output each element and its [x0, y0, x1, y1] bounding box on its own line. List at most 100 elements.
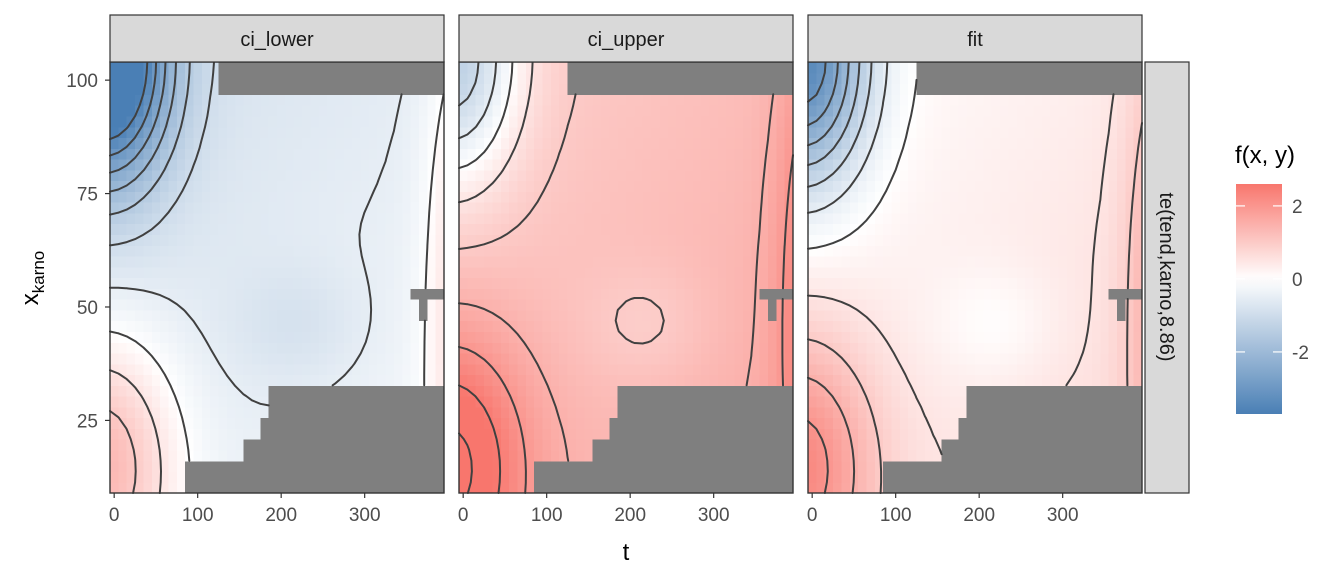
heatmap-cell	[1008, 191, 1018, 203]
heatmap-cell	[883, 309, 893, 322]
heatmap-cell	[218, 158, 228, 171]
missing-cell	[260, 83, 270, 95]
heatmap-cell	[318, 191, 328, 203]
heatmap-cell	[459, 449, 468, 462]
missing-cell	[410, 385, 420, 397]
missing-cell	[1050, 439, 1060, 451]
missing-cell	[1108, 83, 1118, 95]
heatmap-cell	[110, 385, 119, 397]
heatmap-cell	[293, 266, 303, 279]
missing-cell	[626, 439, 635, 451]
heatmap-cell	[767, 202, 777, 214]
contour-line	[458, 93, 665, 345]
heatmap-cell	[293, 288, 303, 300]
heatmap-cell	[600, 169, 610, 182]
heatmap-cell	[941, 277, 951, 289]
heatmap-cell	[343, 169, 353, 182]
heatmap-cell	[717, 277, 727, 289]
heatmap-cell	[509, 277, 519, 289]
heatmap-cell	[534, 212, 544, 225]
heatmap-cell	[949, 309, 959, 322]
heatmap-cell	[1125, 169, 1135, 182]
heatmap-cell	[1000, 363, 1009, 376]
heatmap-cell	[759, 212, 769, 225]
heatmap-cell	[402, 191, 412, 203]
heatmap-cell	[517, 137, 527, 149]
missing-cell	[958, 428, 968, 440]
heatmap-cell	[1100, 202, 1110, 214]
heatmap-cell	[808, 449, 817, 462]
heatmap-cell	[751, 126, 761, 139]
heatmap-cell	[874, 374, 884, 386]
heatmap-cell	[251, 234, 261, 246]
missing-cell	[1025, 471, 1035, 483]
missing-cell	[742, 62, 752, 74]
missing-cell	[1016, 428, 1026, 440]
contour-lines	[458, 61, 794, 494]
heatmap-cell	[385, 158, 395, 171]
heatmap-cell	[310, 266, 320, 279]
heatmap-cell	[742, 169, 752, 182]
heatmap-cell	[185, 223, 195, 236]
heatmap-cell	[475, 460, 485, 473]
heatmap-cell	[1083, 234, 1093, 246]
missing-cell	[634, 385, 644, 397]
heatmap-cell	[966, 148, 976, 160]
missing-cell	[1091, 406, 1101, 419]
y-tick-label: 75	[77, 185, 98, 206]
heatmap-cell	[1091, 331, 1101, 343]
heatmap-cell	[402, 180, 412, 192]
heatmap-cell	[776, 191, 786, 203]
heatmap-cell	[841, 245, 851, 257]
heatmap-cell	[908, 148, 918, 160]
heatmap-cell	[609, 169, 619, 182]
heatmap-cell	[110, 417, 119, 429]
missing-cell	[352, 406, 362, 419]
heatmap-cell	[534, 137, 544, 149]
heatmap-cell	[584, 449, 594, 462]
heatmap-cell	[659, 137, 669, 149]
missing-cell	[659, 471, 669, 483]
heatmap-cell	[435, 342, 445, 354]
heatmap-cell	[1066, 266, 1076, 279]
missing-cell	[1025, 83, 1035, 95]
heatmap-cell	[402, 105, 412, 117]
heatmap-cell	[949, 137, 959, 149]
heatmap-cell	[858, 180, 868, 192]
heatmap-cell	[235, 148, 245, 160]
heatmap-cell	[808, 352, 817, 365]
heatmap-cell	[484, 137, 493, 149]
heatmap-cell	[277, 105, 286, 117]
heatmap-cell	[368, 374, 378, 386]
heatmap-cell	[600, 428, 610, 440]
heatmap-cell	[118, 266, 128, 279]
missing-cell	[277, 428, 286, 440]
heatmap-cell	[891, 363, 901, 376]
heatmap-cell	[816, 471, 826, 483]
heatmap-cell	[475, 169, 485, 182]
missing-cell	[575, 83, 585, 95]
missing-cell	[767, 309, 777, 322]
heatmap-cell	[824, 115, 834, 128]
heatmap-cell	[816, 299, 826, 311]
heatmap-cell	[427, 223, 437, 236]
missing-cell	[1075, 428, 1085, 440]
heatmap-cell	[1108, 180, 1118, 192]
missing-cell	[1075, 417, 1085, 429]
heatmap-cell	[651, 234, 660, 246]
heatmap-cell	[899, 72, 909, 85]
heatmap-cell	[168, 105, 178, 117]
heatmap-cell	[634, 191, 644, 203]
heatmap-cell	[268, 212, 278, 225]
heatmap-cell	[575, 309, 585, 322]
missing-cell	[1091, 396, 1101, 408]
heatmap-cell	[168, 374, 178, 386]
heatmap-cell	[983, 352, 993, 365]
contour-line	[109, 93, 445, 462]
heatmap-cell	[776, 266, 786, 279]
heatmap-cell	[816, 212, 826, 225]
heatmap-cell	[592, 212, 602, 225]
heatmap-cell	[251, 94, 261, 106]
heatmap-cell	[924, 309, 934, 322]
heatmap-cell	[966, 245, 976, 257]
